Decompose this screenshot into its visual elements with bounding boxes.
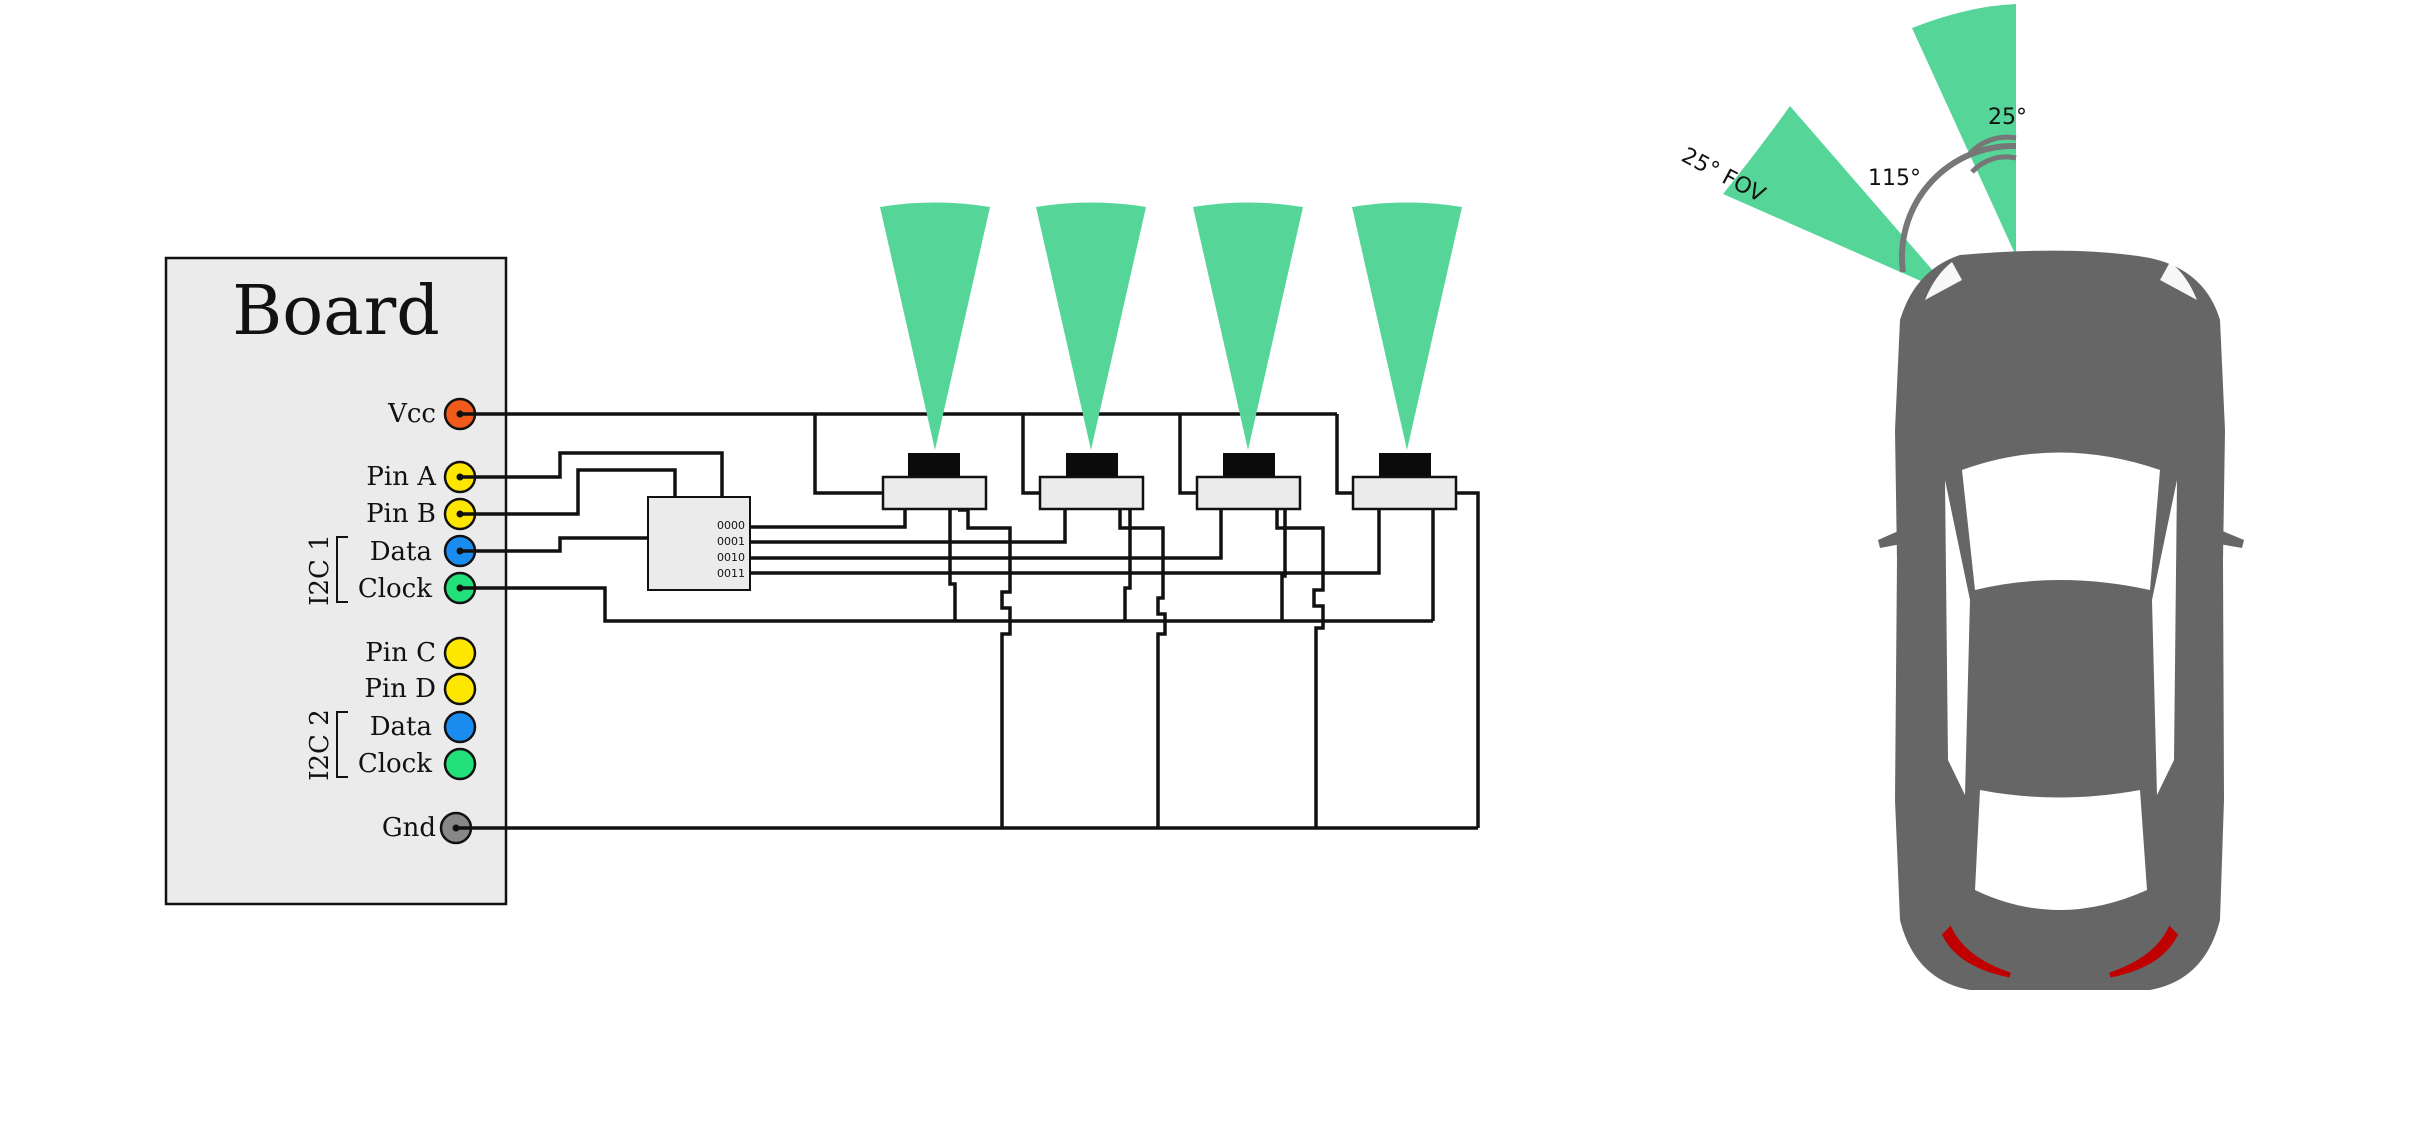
pin-label-i2c1-data: Data: [370, 537, 432, 567]
side-fov-wedge: [1723, 106, 1955, 296]
sensor-2: [1036, 202, 1146, 511]
multiplexer: 0000 0001 0010 0011: [647, 496, 751, 591]
mux-out-0011: [750, 510, 1381, 575]
sensor-4-body: [1351, 475, 1458, 511]
pin-label-vcc: Vcc: [387, 399, 436, 429]
angle-arc-115: [1899, 142, 2017, 273]
windshield: [1962, 452, 2160, 590]
wires: [456, 412, 1480, 830]
angle-arc-25-b: [1970, 154, 2017, 174]
pin-d: [443, 672, 477, 706]
i2c2-bracket: [336, 711, 348, 778]
pin-label-b: Pin B: [366, 499, 436, 529]
i2c1-group-label: I2C 1: [305, 534, 335, 606]
i2c1-clock-bus: [460, 586, 1433, 623]
sensor-1-fov-cone: [880, 202, 990, 450]
sensor1-gnd-lead: [958, 508, 1012, 828]
vcc-drop-3: [1178, 414, 1197, 495]
pin-label-gnd: Gnd: [382, 813, 436, 843]
board: Board Vcc Pin A Pin B Data Clock Pin C P…: [164, 256, 508, 906]
sensor3-gnd-lead: [1275, 510, 1325, 828]
i2c2-group-label: I2C 2: [305, 709, 335, 781]
pin-label-i2c2-clock: Clock: [358, 749, 432, 779]
mux-body: [647, 496, 751, 591]
car-diagram: 25° 115° 25° FOV: [1677, 4, 2244, 991]
left-tail-light: [1941, 925, 2011, 978]
angle-label-between: 115°: [1868, 166, 1921, 191]
sensor-1-body: [881, 475, 988, 511]
right-windows: [2152, 480, 2177, 795]
pin-c: [443, 636, 477, 670]
mux-out-0010: [750, 510, 1223, 560]
vcc-drop-4: [1335, 414, 1353, 495]
angle-label-fov: 25°: [1988, 105, 2027, 130]
mux-code-3: 0011: [717, 567, 745, 580]
i2c1-data-wire: [460, 536, 648, 553]
mux-code-2: 0010: [717, 551, 745, 564]
vcc-drop-2: [1021, 414, 1040, 495]
front-right-light: [2160, 262, 2197, 300]
i2c1-bracket: [336, 536, 348, 603]
pin-i2c2-data: [443, 710, 477, 744]
sensor-4-emitter: [1379, 453, 1431, 477]
rear-window: [1975, 790, 2147, 910]
pin-b-wire: [460, 468, 677, 516]
sensor3-clock-lead: [1280, 510, 1287, 621]
sensor-2-fov-cone: [1036, 202, 1146, 450]
pin-label-a: Pin A: [366, 462, 437, 492]
pin-label-d: Pin D: [364, 674, 436, 704]
sensor2-clock-lead: [1123, 510, 1132, 621]
sensor1-clock-lead: [948, 510, 957, 621]
vcc-drop-1: [813, 414, 883, 495]
sensor-3-body: [1195, 475, 1302, 511]
right-tail-light: [2109, 925, 2179, 978]
pin-i2c2-clock: [443, 747, 477, 781]
pin-label-i2c2-data: Data: [370, 712, 432, 742]
mux-code-1: 0001: [717, 535, 745, 548]
sensor-4: [1351, 202, 1462, 511]
sensor-3: [1193, 202, 1303, 511]
left-mirror: [1878, 525, 1912, 548]
sensor-1: [880, 202, 990, 511]
car-body: [1895, 250, 2225, 991]
forward-fov-wedge: [1912, 4, 2016, 256]
sensor-3-fov-cone: [1193, 202, 1303, 450]
sensor2-gnd-lead: [1118, 510, 1167, 828]
mux-out-0000: [750, 510, 907, 529]
right-mirror: [2208, 525, 2244, 548]
sensor4-gnd-lead: [1433, 491, 1480, 828]
mux-code-0: 0000: [717, 519, 745, 532]
left-windows: [1945, 480, 1970, 795]
sensor-1-emitter: [908, 453, 960, 477]
pin-a-wire: [460, 451, 724, 497]
pin-label-c: Pin C: [365, 638, 436, 668]
sensor-3-emitter: [1223, 453, 1275, 477]
pin-label-i2c1-clock: Clock: [358, 574, 432, 604]
sensor-4-fov-cone: [1352, 202, 1462, 450]
front-left-light: [1925, 262, 1962, 300]
sensor-2-body: [1038, 475, 1145, 511]
sensor-2-emitter: [1066, 453, 1118, 477]
angle-arc-25-a: [1966, 134, 2017, 158]
board-title: Board: [232, 272, 440, 351]
mux-out-0001: [750, 510, 1067, 544]
